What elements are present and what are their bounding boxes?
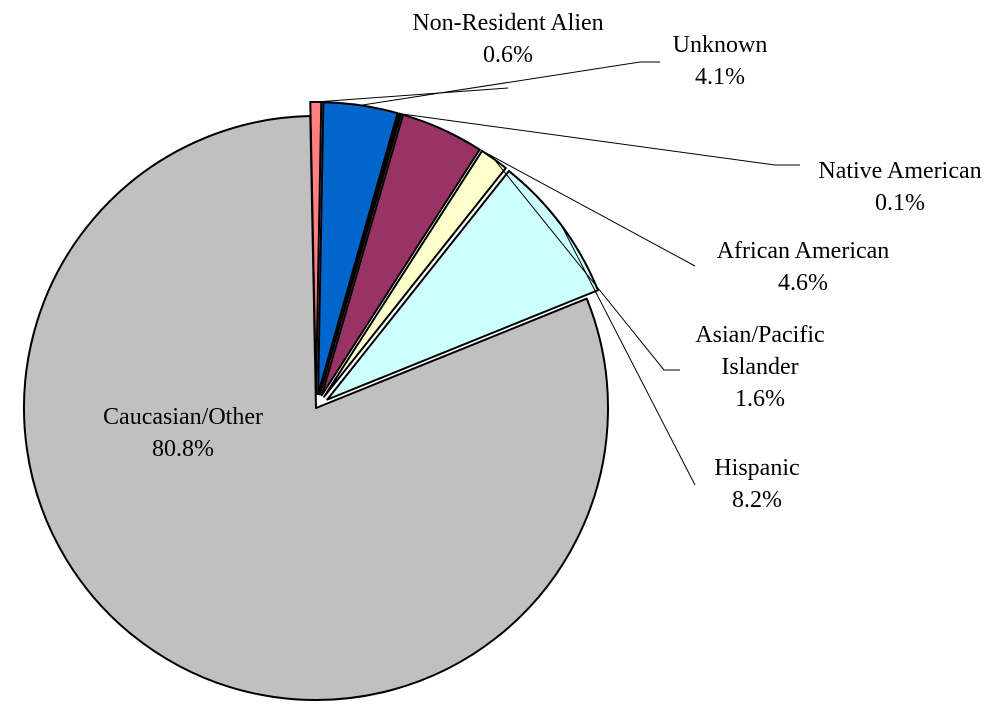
- label-asian-pacific-islander-line-2: Islander: [721, 354, 798, 380]
- leader-native-american: [400, 113, 800, 166]
- pie-slices: [23, 101, 610, 701]
- label-african-american: African American: [717, 238, 890, 264]
- leader-unknown: [360, 61, 660, 106]
- label-non-resident-alien: Non-Resident Alien: [412, 10, 603, 36]
- value-label-african-american: 4.6%: [778, 270, 828, 296]
- slice-caucasian-other: [23, 115, 610, 701]
- label-asian-pacific-islander-line-1: Asian/Pacific: [695, 322, 824, 348]
- value-label-caucasian-other: 80.8%: [152, 436, 214, 462]
- label-hispanic: Hispanic: [714, 455, 799, 481]
- value-label-unknown: 4.1%: [695, 64, 745, 90]
- leader-african-american: [442, 128, 696, 267]
- value-label-non-resident-alien: 0.6%: [483, 42, 533, 68]
- value-label-native-american: 0.1%: [875, 190, 925, 216]
- value-label-asian-pacific-islander: 1.6%: [735, 386, 785, 412]
- leader-lines: [315, 61, 800, 486]
- label-native-american: Native American: [818, 158, 981, 184]
- label-unknown: Unknown: [673, 32, 768, 58]
- slice-labels: Hispanic 8.2% Asian/Pacific Islander 1.6% Afr…: [103, 10, 982, 513]
- value-label-hispanic: 8.2%: [732, 487, 782, 513]
- leader-asian-pacific-islander: [493, 158, 680, 371]
- label-caucasian-other: Caucasian/Other: [103, 404, 263, 430]
- leader-hispanic: [560, 224, 696, 486]
- leader-non-resident-alien: [315, 87, 509, 103]
